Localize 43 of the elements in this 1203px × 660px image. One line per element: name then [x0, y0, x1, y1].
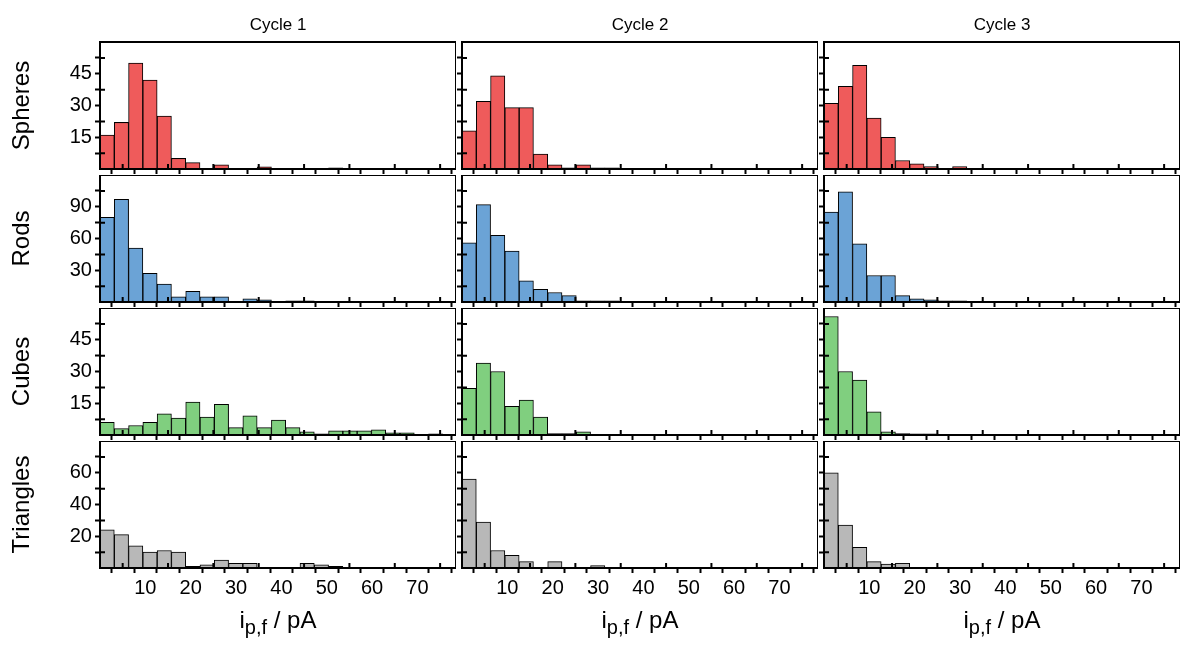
- x-tick-label: 30: [948, 575, 972, 598]
- y-tick-label: 40: [69, 492, 92, 515]
- y-axis-title: Cubes: [7, 336, 35, 407]
- x-tick-label: 30: [586, 575, 610, 598]
- x-tick-label: 60: [1084, 575, 1108, 598]
- x-tick-label: 20: [903, 575, 926, 598]
- x-tick-label: 50: [1039, 575, 1062, 598]
- chart-title: Cycle 1: [249, 15, 307, 35]
- x-tick-label: 40: [270, 575, 293, 598]
- y-tick-label: 15: [69, 390, 92, 413]
- x-tick-label: 60: [360, 575, 384, 598]
- chart-title: Cycle 2: [611, 15, 669, 35]
- x-axis-title: i$_{p,f}$ / pA: [238, 606, 318, 639]
- x-tick-label: 40: [994, 575, 1017, 598]
- x-tick-label: 30: [224, 575, 248, 598]
- y-tick-label: 45: [69, 61, 92, 84]
- x-tick-label: 70: [768, 575, 791, 598]
- x-tick-label: 10: [858, 575, 881, 598]
- y-axis-title: Rods: [7, 210, 35, 267]
- y-tick-label: 45: [69, 327, 92, 350]
- x-tick-label: 60: [722, 575, 746, 598]
- y-tick-label: 90: [69, 194, 92, 217]
- x-tick-label: 70: [406, 575, 429, 598]
- y-tick-label: 60: [69, 226, 92, 249]
- y-tick-label: 30: [69, 257, 92, 280]
- x-tick-label: 20: [541, 575, 564, 598]
- y-tick-label: 15: [69, 124, 92, 147]
- x-tick-label: 10: [496, 575, 519, 598]
- x-tick-label: 40: [632, 575, 655, 598]
- y-axis-title: Triangles: [7, 455, 35, 554]
- chart-title: Cycle 3: [973, 15, 1031, 35]
- x-axis-title: i$_{p,f}$ / pA: [962, 606, 1042, 639]
- x-tick-label: 70: [1130, 575, 1153, 598]
- y-tick-label: 30: [69, 93, 92, 116]
- x-tick-label: 20: [179, 575, 202, 598]
- x-tick-label: 50: [677, 575, 700, 598]
- x-axis-title: i$_{p,f}$ / pA: [600, 606, 680, 639]
- y-tick-label: 30: [69, 359, 92, 382]
- y-tick-label: 60: [69, 460, 92, 483]
- x-tick-label: 10: [134, 575, 157, 598]
- y-tick-label: 20: [69, 523, 92, 546]
- y-axis-title: Spheres: [7, 60, 35, 151]
- x-tick-label: 50: [315, 575, 338, 598]
